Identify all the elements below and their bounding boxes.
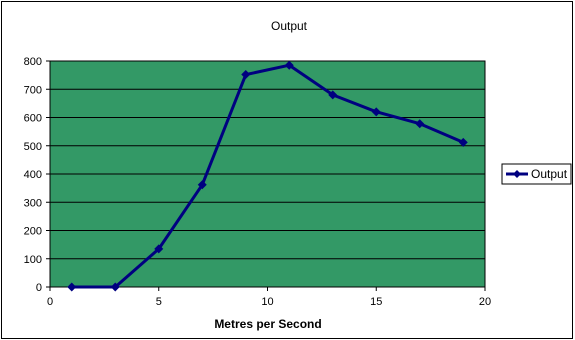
x-axis-title: Metres per Second [214,317,321,331]
y-tick-label: 500 [24,141,42,153]
y-tick-label: 400 [24,169,42,181]
data-point [458,137,468,147]
x-tick-label: 5 [156,296,162,308]
y-tick-label: 600 [24,113,42,125]
data-point [415,119,425,129]
data-point [284,60,294,70]
data-point [110,282,120,292]
series-layer [67,60,468,292]
y-tick-label: 100 [24,254,42,266]
y-tick-label: 200 [24,226,42,238]
y-tick-label: 700 [24,84,42,96]
x-tick-label: 20 [479,296,491,308]
y-axis: 0 100 200 300 400 500 600 700 800 [24,56,50,294]
legend: Output [501,163,572,185]
data-point [154,244,164,254]
legend-label: Output [531,167,568,181]
x-tick-label: 10 [261,296,273,308]
x-tick-label: 0 [47,296,53,308]
data-point [67,282,77,292]
y-tick-label: 800 [24,56,42,68]
data-point [241,70,251,80]
gridlines [50,60,485,260]
chart-title: Output [271,19,308,33]
x-axis: 0 5 10 15 20 [47,286,491,308]
series-line [71,63,464,289]
data-point [371,107,381,117]
x-tick-label: 15 [370,296,382,308]
y-tick-label: 0 [36,282,42,294]
y-tick-label: 300 [24,197,42,209]
data-point [197,180,207,190]
legend-box [501,163,572,185]
legend-marker [513,170,521,178]
data-point [328,90,338,100]
